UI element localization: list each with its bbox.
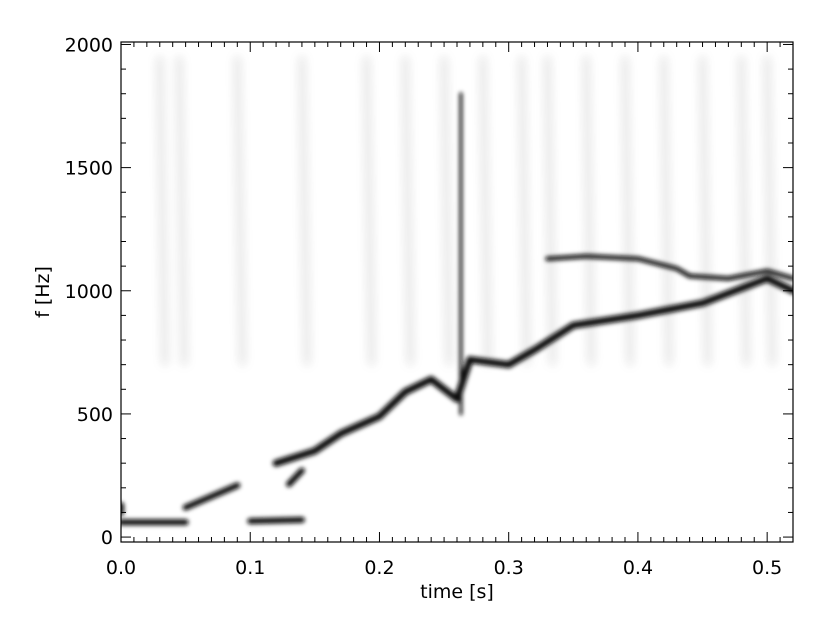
haze-streak <box>177 56 186 365</box>
background-haze <box>158 56 774 365</box>
ridge-low-frequency-bands <box>286 467 305 488</box>
haze-streak <box>545 56 555 365</box>
x-tick-label: 0.2 <box>364 557 394 579</box>
haze-streak <box>701 56 710 365</box>
y-tick-label: 500 <box>77 404 113 426</box>
x-axis-title: time [s] <box>420 581 494 603</box>
ridge-group <box>121 92 793 526</box>
x-tick-label: 0.1 <box>235 557 265 579</box>
haze-streak <box>584 56 593 365</box>
ridge-low-frequency-bands <box>182 482 241 511</box>
haze-streak <box>235 56 244 365</box>
ridge-rising-main-ridge <box>272 275 793 467</box>
haze-streak <box>365 56 374 365</box>
y-tick-label: 1500 <box>65 158 113 180</box>
x-tick-label: 0.4 <box>623 557 653 579</box>
haze-streak <box>403 56 412 365</box>
y-tick-label: 1000 <box>65 281 113 303</box>
ridge-upper-branch <box>545 254 793 281</box>
plot-background <box>121 42 793 542</box>
heatmap-layer <box>121 56 793 526</box>
haze-streak <box>739 56 748 365</box>
haze-streak <box>300 56 309 365</box>
x-tick-label: 0.5 <box>752 557 782 579</box>
haze-streak <box>765 56 774 365</box>
y-axis-title: f [Hz] <box>32 266 54 318</box>
haze-streak <box>158 56 167 365</box>
haze-streak <box>662 56 671 365</box>
y-tick-label: 0 <box>101 527 113 549</box>
haze-streak <box>442 56 451 365</box>
y-tick-label: 2000 <box>65 34 113 56</box>
y-axis: 0 500 1000 1500 2000 <box>65 34 793 549</box>
x-tick-label: 0.0 <box>106 557 136 579</box>
haze-streak <box>520 56 529 365</box>
ridge-low-frequency-bands <box>247 516 305 525</box>
x-axis: 0.0 0.1 0.2 0.3 0.4 0.5 <box>106 42 782 579</box>
haze-streak <box>481 56 490 365</box>
x-tick-label: 0.3 <box>494 557 524 579</box>
